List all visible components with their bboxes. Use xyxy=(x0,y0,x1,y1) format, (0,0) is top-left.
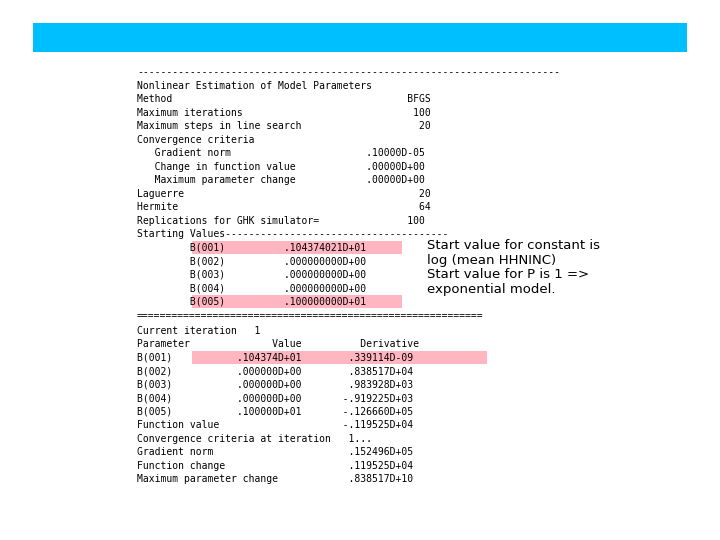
Text: B(004)           .000000D+00       -.919225D+03: B(004) .000000D+00 -.919225D+03 xyxy=(137,393,413,403)
Text: Method                                        BFGS: Method BFGS xyxy=(137,94,431,104)
Text: Maximum parameter change            .838517D+10: Maximum parameter change .838517D+10 xyxy=(137,474,413,484)
Text: ===========================================================: ========================================… xyxy=(137,312,484,321)
Text: Function change                     .119525D+04: Function change .119525D+04 xyxy=(137,461,413,470)
Text: Convergence criteria: Convergence criteria xyxy=(137,135,254,145)
Text: B(005)          .100000000D+01: B(005) .100000000D+01 xyxy=(137,297,366,307)
Bar xyxy=(192,241,402,254)
Text: Parameter              Value          Derivative: Parameter Value Derivative xyxy=(137,339,419,349)
Text: Maximum iterations                             100: Maximum iterations 100 xyxy=(137,108,431,118)
Text: Starting Values--------------------------------------: Starting Values-------------------------… xyxy=(137,230,449,239)
Text: Convergence criteria at iteration   1...: Convergence criteria at iteration 1... xyxy=(137,434,372,443)
Text: Start value for constant is: Start value for constant is xyxy=(427,239,600,252)
Text: ------------------------------------------------------------------------: ----------------------------------------… xyxy=(137,68,560,77)
Text: Hermite                                         64: Hermite 64 xyxy=(137,202,431,212)
Text: Gradient norm                       .10000D-05: Gradient norm .10000D-05 xyxy=(137,148,425,158)
Text: Nonlinear Estimation of Model Parameters: Nonlinear Estimation of Model Parameters xyxy=(137,81,372,91)
Text: B(001)          .104374021D+01: B(001) .104374021D+01 xyxy=(137,243,366,253)
Text: Maximum parameter change            .00000D+00: Maximum parameter change .00000D+00 xyxy=(137,176,425,185)
Text: Gradient norm                       .152496D+05: Gradient norm .152496D+05 xyxy=(137,447,413,457)
Text: B(001)           .104374D+01        .339114D-09: B(001) .104374D+01 .339114D-09 xyxy=(137,353,413,362)
Text: B(005)           .100000D+01       -.126660D+05: B(005) .100000D+01 -.126660D+05 xyxy=(137,407,413,416)
Text: B(003)           .000000D+00        .983928D+03: B(003) .000000D+00 .983928D+03 xyxy=(137,380,413,389)
Text: Replications for GHK simulator=               100: Replications for GHK simulator= 100 xyxy=(137,216,425,226)
Bar xyxy=(192,350,487,364)
Text: B(003)          .000000000D+00: B(003) .000000000D+00 xyxy=(137,270,366,280)
Text: Change in function value            .00000D+00: Change in function value .00000D+00 xyxy=(137,162,425,172)
Text: Start value for P is 1 =>: Start value for P is 1 => xyxy=(427,268,589,281)
Text: B(002)           .000000D+00        .838517D+04: B(002) .000000D+00 .838517D+04 xyxy=(137,366,413,376)
Text: Maximum steps in line search                    20: Maximum steps in line search 20 xyxy=(137,122,431,131)
Text: Laguerre                                        20: Laguerre 20 xyxy=(137,189,431,199)
Text: Current iteration   1: Current iteration 1 xyxy=(137,326,261,335)
Text: exponential model.: exponential model. xyxy=(427,283,556,296)
Text: Part 14: Nonlinear Models [77/80]: Part 14: Nonlinear Models [77/80] xyxy=(431,31,697,44)
Text: B(004)          .000000000D+00: B(004) .000000000D+00 xyxy=(137,284,366,293)
Text: Function value                     -.119525D+04: Function value -.119525D+04 xyxy=(137,420,413,430)
Text: log (mean HHNINC): log (mean HHNINC) xyxy=(427,254,556,267)
Text: B(002)          .000000000D+00: B(002) .000000000D+00 xyxy=(137,256,366,266)
Bar xyxy=(192,295,402,308)
